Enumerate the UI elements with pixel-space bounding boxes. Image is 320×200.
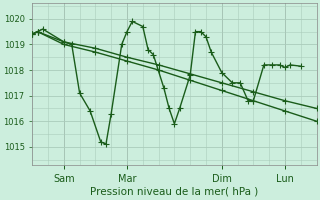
X-axis label: Pression niveau de la mer( hPa ): Pression niveau de la mer( hPa ) bbox=[90, 187, 259, 197]
